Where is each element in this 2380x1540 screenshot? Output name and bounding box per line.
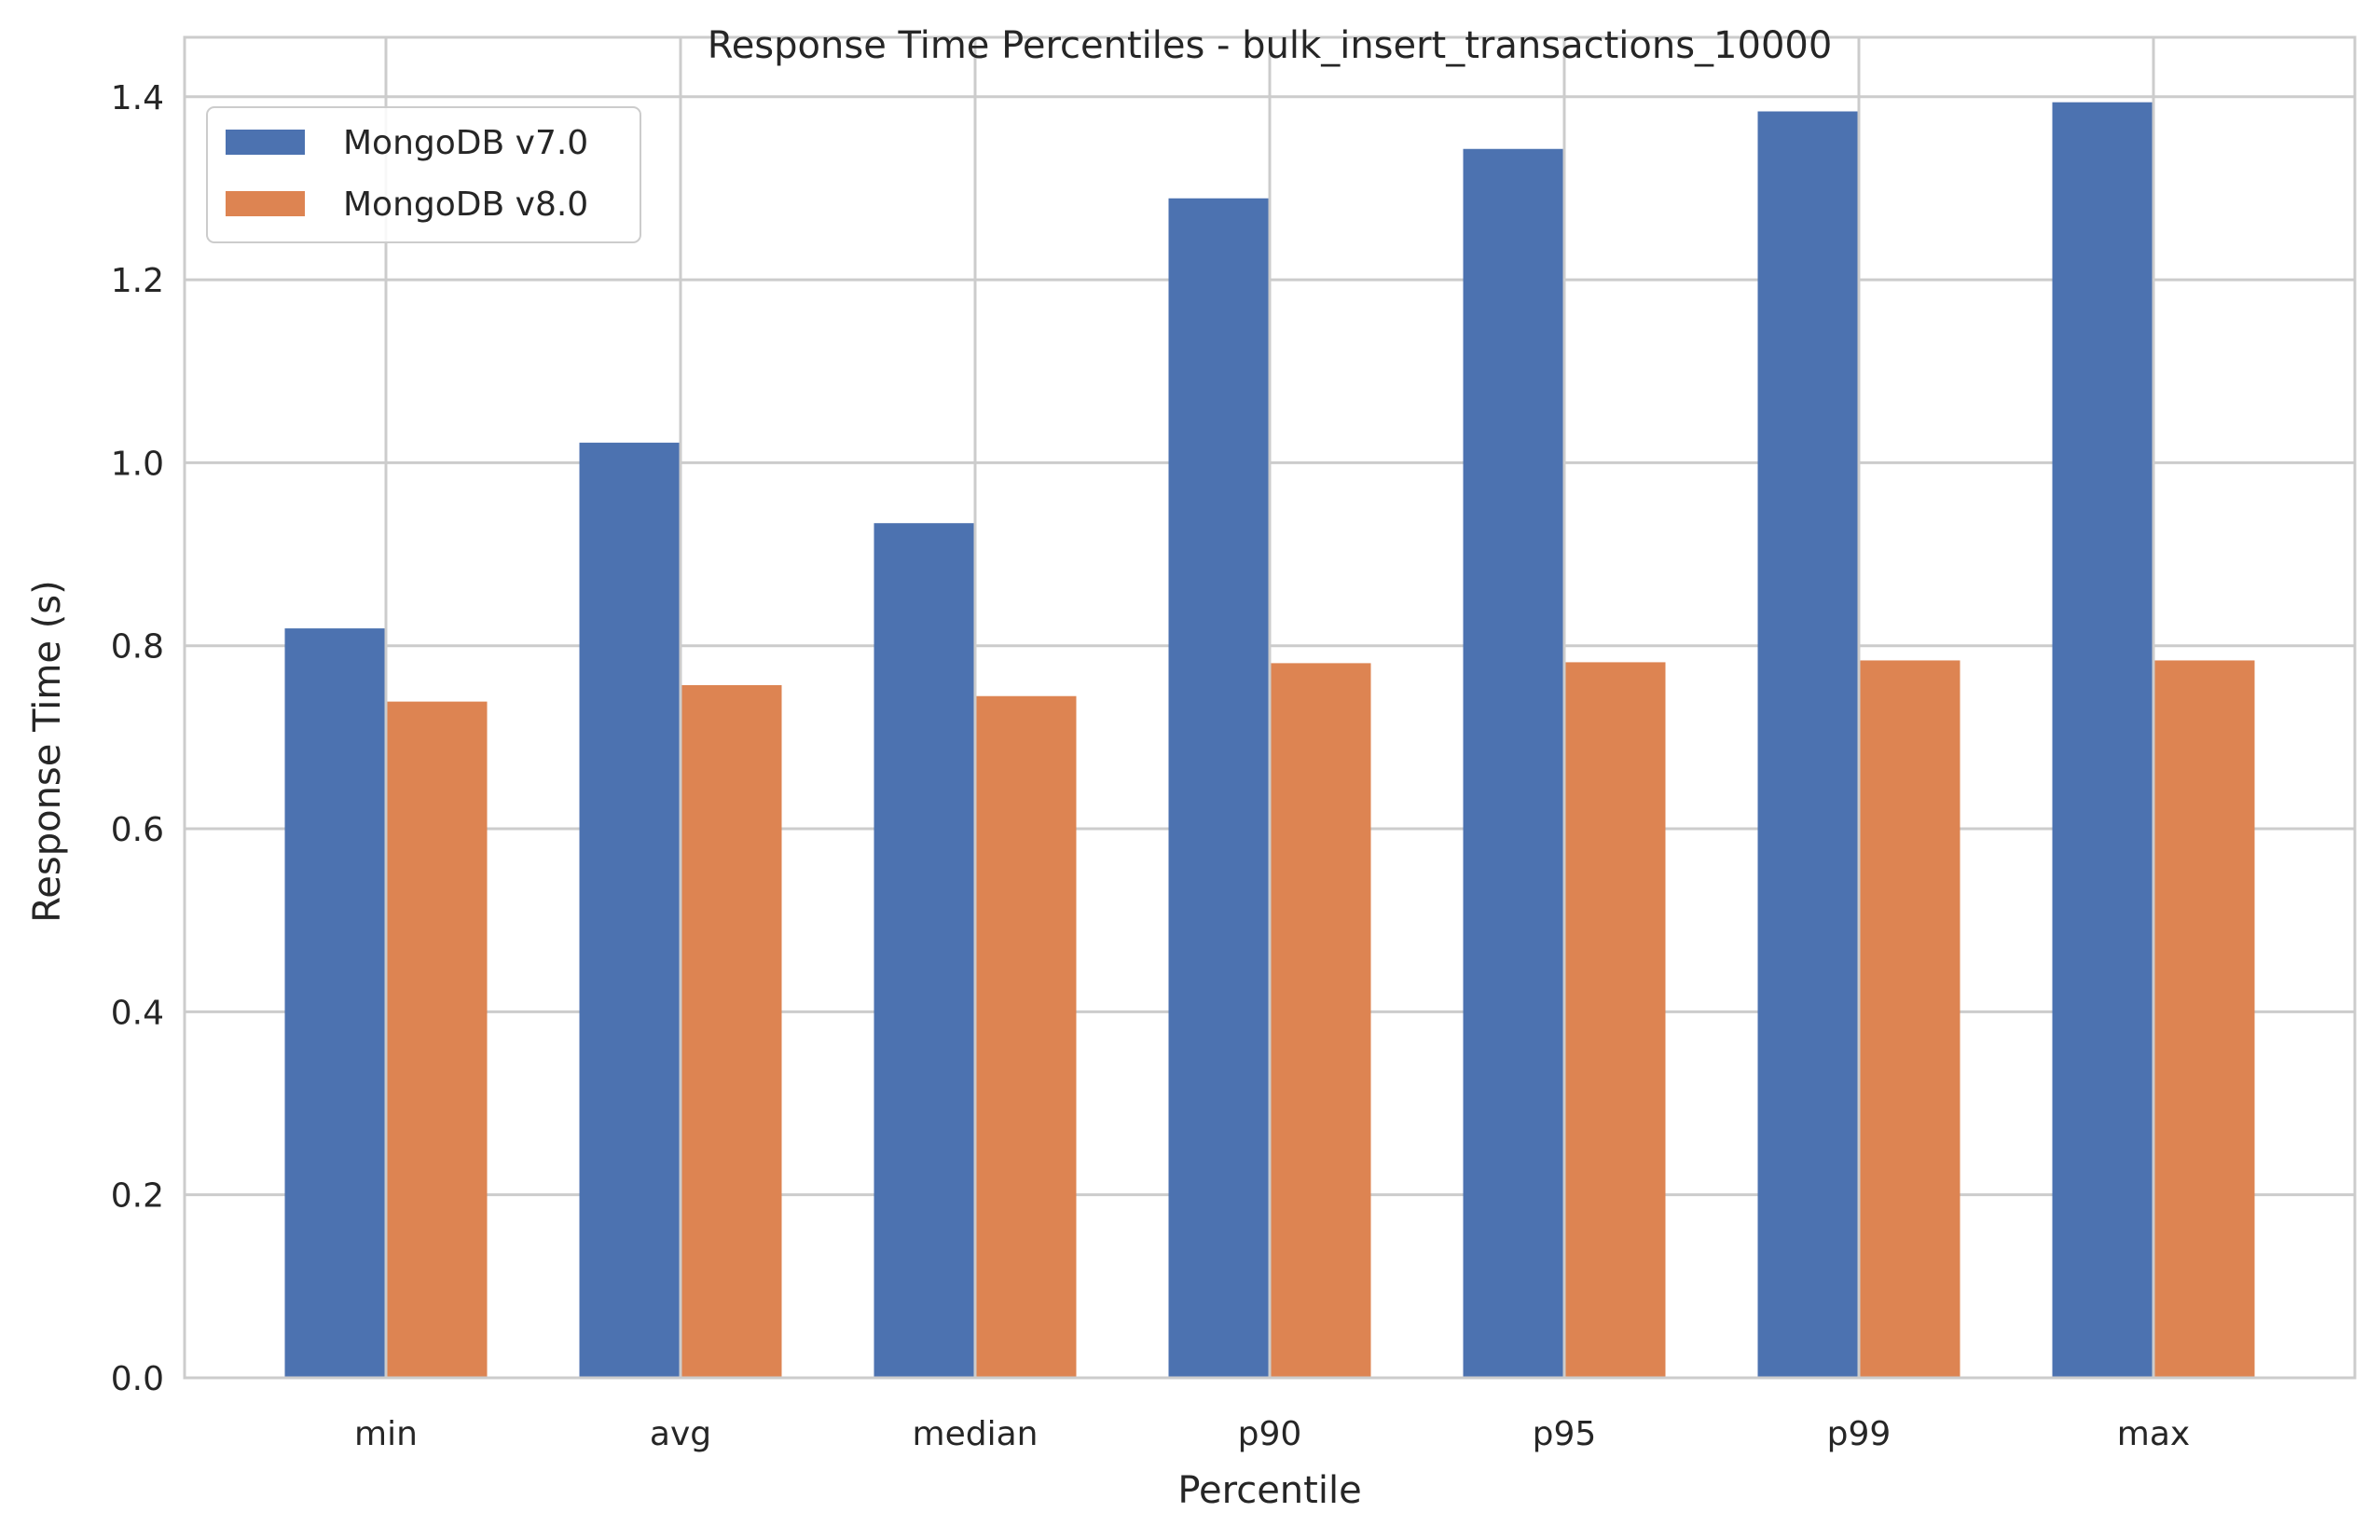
bar-v7-median [874,523,974,1378]
x-axis-label: Percentile [1177,1469,1361,1512]
y-tick-label: 1.4 [111,79,164,117]
x-tick-label: p90 [1238,1415,1302,1453]
bar-v8-p99 [1860,660,1960,1378]
x-tick-label: avg [650,1415,711,1453]
y-tick-label: 1.2 [111,262,164,300]
grid [185,37,2355,1380]
bar-v7-avg [579,442,680,1379]
y-tick-label: 0.2 [111,1177,164,1216]
legend-box [206,106,641,243]
plot-frame [183,35,2357,1380]
bar-v7-p95 [1463,148,1563,1378]
x-tick-label: min [354,1415,418,1453]
x-tick-label: p95 [1533,1415,1597,1453]
legend-label: MongoDB v8.0 [343,186,588,224]
bar-v7-p99 [1757,111,1858,1378]
x-tick-label: median [913,1415,1039,1453]
y-tick-label: 0.8 [111,628,164,667]
bar-v8-p90 [1271,663,1371,1378]
x-tick-label: p99 [1827,1415,1892,1453]
legend-swatch [226,191,305,216]
x-axis-ticks: min avg median p90 p95 p99 max [354,1415,2190,1453]
bar-v8-median [976,695,1077,1378]
bar-v7-max [2052,102,2153,1379]
chart-title: Response Time Percentiles - bulk_insert_… [708,24,1833,67]
y-tick-label: 0.0 [111,1360,164,1398]
bar-v8-avg [681,684,782,1378]
bar-v7-p90 [1168,198,1269,1378]
legend-label: MongoDB v7.0 [343,124,588,162]
y-axis-label: Response Time (s) [26,580,69,922]
x-tick-label: max [2117,1415,2190,1453]
legend: MongoDB v7.0 MongoDB v8.0 [206,106,641,243]
y-tick-label: 0.6 [111,811,164,849]
bar-v8-p95 [1565,662,1666,1378]
bar-v8-min [387,701,488,1378]
y-tick-label: 1.0 [111,445,164,483]
y-tick-label: 0.4 [111,994,164,1032]
bar-v7-min [284,628,385,1378]
bar-v8-max [2154,660,2255,1378]
y-axis-ticks: 0.0 0.2 0.4 0.6 0.8 1.0 1.2 1.4 [111,79,164,1398]
legend-swatch [226,130,305,155]
bars [284,102,2255,1379]
